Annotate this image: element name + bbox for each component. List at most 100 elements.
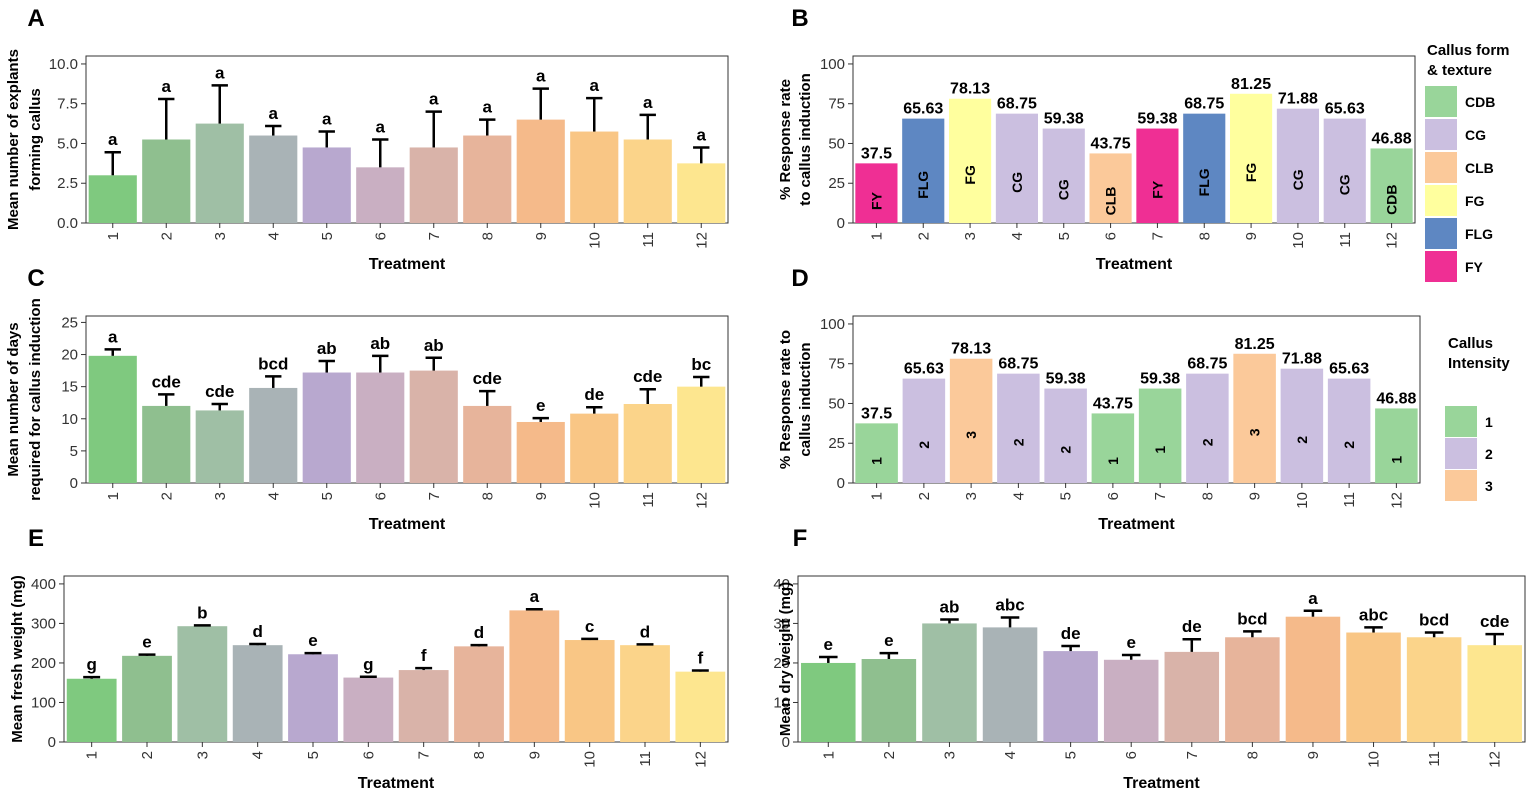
bar-group-label: CG: [1290, 169, 1306, 190]
x-tick-label: 4: [1010, 492, 1027, 500]
bar: [409, 370, 458, 483]
x-tick-label: 11: [1341, 492, 1358, 508]
bar-group-label: 3: [963, 431, 979, 439]
x-tick-label: 10: [586, 232, 603, 249]
significance-label: g: [86, 655, 96, 674]
y-axis-title: Mean number of days: [5, 322, 22, 476]
y-tick-label: 50: [828, 395, 845, 412]
legend-swatch: [1425, 185, 1457, 216]
x-tick-label: 5: [1063, 751, 1080, 759]
bar-group-label: 1: [1388, 456, 1404, 464]
bar-group-label: CG: [1056, 179, 1072, 200]
bar: [995, 113, 1038, 223]
bar: [855, 423, 898, 483]
bar-group-label: CG: [1009, 172, 1025, 193]
bar-group-label: FG: [1243, 163, 1259, 183]
y-axis-title: required for callus induction: [27, 298, 44, 501]
bar: [1233, 353, 1276, 483]
bar: [1327, 378, 1371, 483]
significance-label: cde: [473, 369, 502, 388]
bar: [398, 670, 449, 742]
panel-letter: B: [791, 5, 808, 32]
x-tick-label: 11: [640, 492, 657, 508]
bar: [1370, 148, 1413, 223]
x-tick-label: 8: [479, 232, 496, 240]
bar: [1183, 113, 1226, 223]
x-tick-label: 2: [139, 751, 156, 759]
y-tick-label: 100: [820, 56, 845, 73]
y-axis-title: Mean dry weight (mg): [777, 582, 794, 736]
bar: [620, 645, 670, 742]
x-tick-label: 3: [194, 751, 211, 759]
value-label: 37.5: [861, 405, 892, 422]
y-tick-label: 15: [61, 379, 78, 396]
significance-label: e: [536, 396, 545, 415]
y-tick-label: 10.0: [49, 56, 78, 73]
significance-label: ab: [317, 339, 337, 358]
significance-label: ab: [424, 336, 444, 355]
significance-label: g: [363, 655, 373, 674]
legend-swatch: [1445, 438, 1477, 469]
x-tick-label: 7: [1149, 232, 1166, 240]
y-tick-label: 0: [48, 734, 56, 751]
bar: [1136, 128, 1179, 223]
bar: [1375, 408, 1418, 483]
x-tick-label: 5: [1056, 232, 1073, 240]
bar: [122, 655, 172, 742]
bar-group-label: FLG: [915, 171, 931, 199]
value-label: 59.38: [1046, 371, 1086, 388]
x-tick-label: 12: [1388, 492, 1405, 509]
x-tick-label: 10: [582, 751, 599, 768]
bar: [409, 147, 458, 223]
x-tick-label: 7: [416, 751, 433, 759]
x-tick-label: 11: [640, 232, 657, 248]
x-axis-title: Treatment: [1098, 516, 1175, 533]
y-tick-label: 0: [782, 734, 790, 751]
value-label: 43.75: [1093, 395, 1133, 412]
x-tick-label: 3: [963, 492, 980, 500]
bar: [356, 372, 405, 483]
x-axis-title: Treatment: [1096, 256, 1173, 273]
value-label: 68.75: [1184, 96, 1224, 113]
significance-label: de: [1182, 617, 1202, 636]
bar: [66, 678, 117, 742]
bar: [88, 355, 137, 483]
x-tick-label: 2: [916, 492, 933, 500]
x-tick-label: 1: [105, 492, 122, 500]
x-tick-label: 9: [1243, 232, 1260, 240]
significance-label: bcd: [1419, 611, 1449, 630]
y-axis-title: % Response rate: [777, 79, 794, 200]
panel-letter: E: [28, 525, 44, 552]
x-tick-label: 11: [1426, 751, 1443, 767]
y-tick-label: 0: [837, 215, 845, 232]
y-axis-title: to callus induction: [797, 73, 814, 206]
bar: [677, 163, 726, 223]
significance-label: e: [142, 633, 151, 652]
bar: [232, 645, 283, 742]
panel-e: E 0 100 200 300 400 Mean fresh weight (mg) g 1 e 2…: [9, 525, 729, 789]
bar: [675, 671, 726, 742]
bar: [1230, 93, 1273, 224]
y-tick-label: 200: [31, 655, 56, 672]
x-tick-label: 12: [693, 492, 710, 509]
significance-label: a: [429, 90, 439, 109]
significance-label: bc: [691, 355, 711, 374]
bar: [902, 378, 946, 483]
value-label: 68.75: [998, 356, 1038, 373]
bar: [623, 403, 672, 483]
x-tick-label: 1: [84, 751, 101, 759]
bar: [949, 98, 992, 223]
y-tick-label: 25: [828, 175, 845, 192]
y-axis-title: Mean fresh weight (mg): [9, 575, 26, 743]
legend-title: Callus form: [1427, 42, 1510, 59]
plot-area: [63, 575, 729, 743]
x-tick-label: 7: [1184, 751, 1201, 759]
x-tick-label: 12: [1384, 232, 1401, 249]
x-tick-label: 5: [1058, 492, 1075, 500]
significance-label: d: [474, 623, 484, 642]
bar: [1103, 659, 1159, 742]
y-tick-label: 20: [773, 655, 790, 672]
x-tick-label: 1: [820, 751, 837, 759]
